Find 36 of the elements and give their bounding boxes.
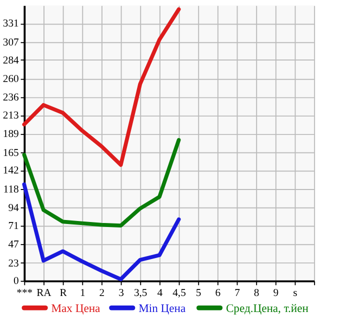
y-tick-label: 284 [2,55,20,66]
x-tick-label: 3 [118,288,124,299]
y-tick-label: 0 [14,276,19,288]
x-tick-label: *** [16,288,33,299]
x-tick-label: 4 [157,288,164,299]
x-tick-label: 6 [215,288,221,299]
x-tick-label: 7 [234,288,240,299]
x-tick-label: 8 [254,288,260,299]
y-tick-label: 165 [2,148,19,159]
x-tick-label: RA [36,288,52,299]
y-tick-label: 236 [2,92,19,104]
x-tick-label: 4,5 [172,288,186,299]
y-tick-label: 47 [8,240,19,251]
y-tick-label: 71 [8,220,19,232]
y-tick-label: 142 [2,166,19,177]
x-tick-label: 9 [273,288,279,299]
y-tick-label: 331 [2,18,19,30]
legend-label: Min Цена [138,302,186,315]
y-tick-label: 260 [2,74,19,85]
y-tick-label: 23 [8,258,19,270]
y-tick-label: 94 [8,203,20,214]
x-tick-label: 1 [80,288,86,299]
legend-label: Max Цена [51,302,100,315]
y-tick-label: 118 [3,184,19,196]
x-tick-label: R [60,288,68,299]
y-tick-label: 213 [2,110,19,122]
line-series [22,182,181,282]
x-tick-label: s [293,288,298,299]
line-series [22,7,181,167]
x-tick-label: 3,5 [134,288,148,299]
y-tick-label: 307 [2,37,19,48]
line-series [22,138,181,228]
y-tick-label: 189 [2,129,19,140]
x-tick-label: 5 [196,288,202,299]
legend-label: Сред.Цена, т.йен [226,302,308,315]
x-tick-label: 2 [99,288,105,299]
